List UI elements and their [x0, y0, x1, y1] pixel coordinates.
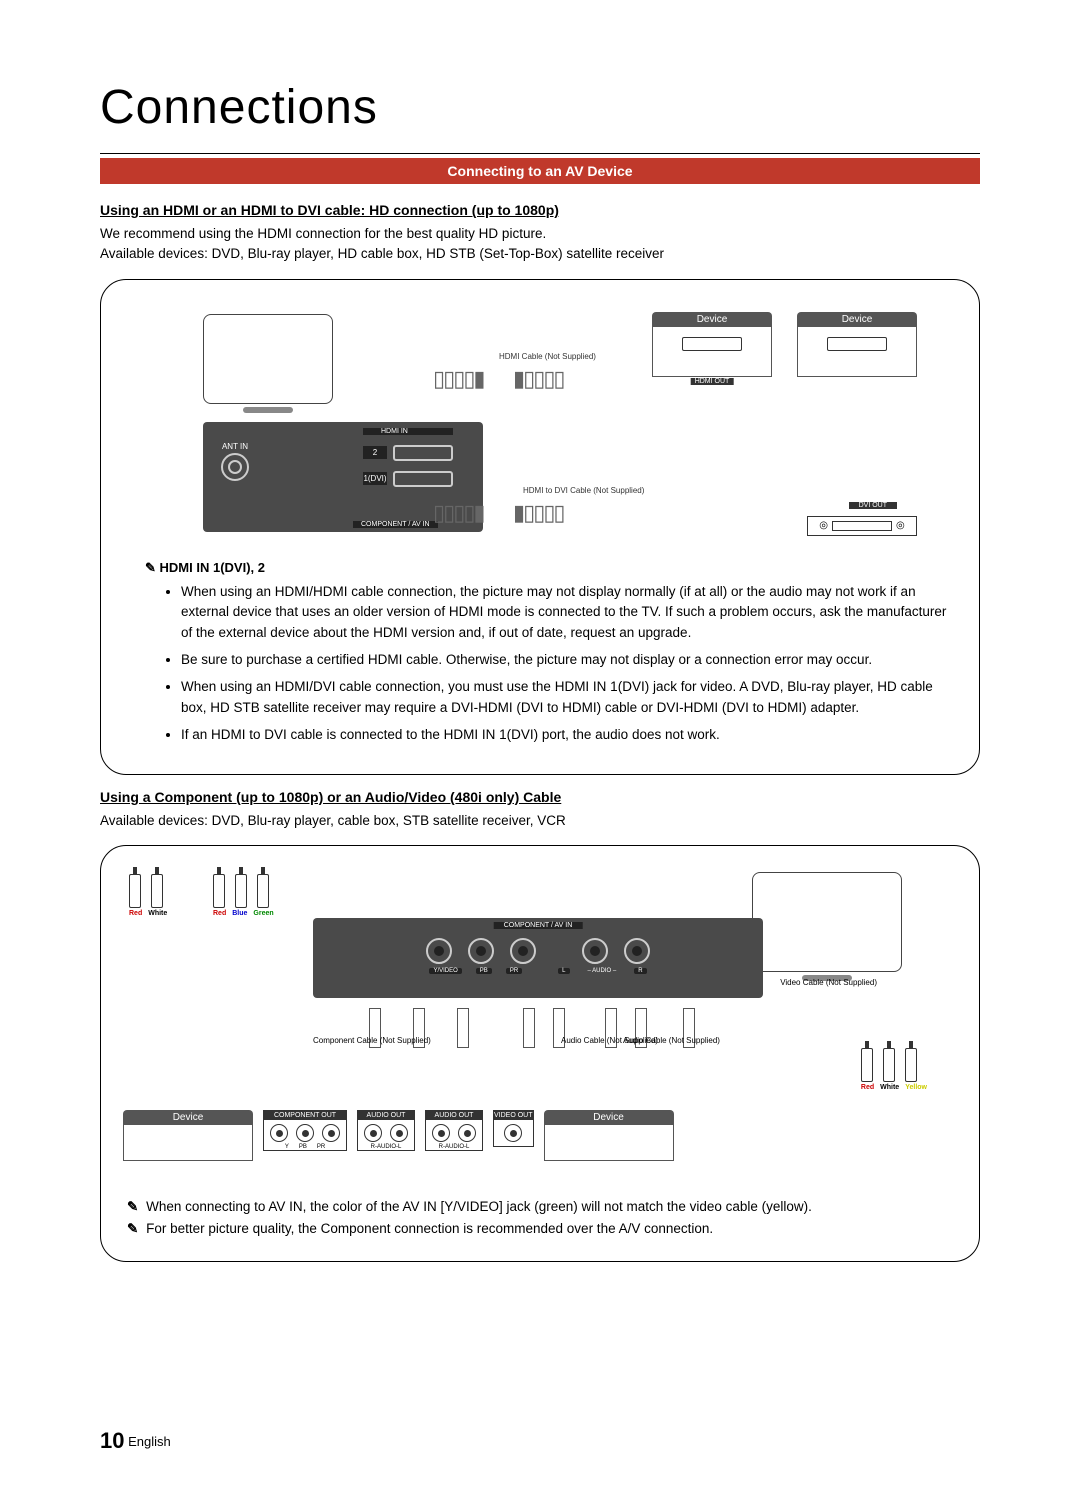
rca-label: Red [861, 1084, 874, 1091]
note-icon: ✎ [127, 1221, 138, 1236]
sub-label: PB [299, 1144, 307, 1150]
note-title-text: HDMI IN 1(DVI), 2 [160, 560, 265, 575]
hdmi-note-heading: ✎ HDMI IN 1(DVI), 2 [145, 560, 957, 576]
note-icon: ✎ [145, 560, 156, 575]
note-icon: ✎ [127, 1199, 138, 1214]
device-right: Device [544, 1110, 674, 1161]
video-cable-note: Video Cable (Not Supplied) [780, 978, 877, 987]
component-intro: Available devices: DVD, Blu-ray player, … [100, 811, 980, 831]
section-header: Connecting to an AV Device [100, 158, 980, 184]
cable-plug-icon [523, 1008, 535, 1048]
dvi-port [807, 516, 917, 536]
tv-icon [752, 872, 902, 972]
page-number: 10 [100, 1428, 124, 1453]
sub-label: Y [285, 1144, 289, 1150]
jack-label: L [558, 968, 569, 974]
bullet-item: If an HDMI to DVI cable is connected to … [181, 725, 957, 746]
connector-icon: ▯▯▯▯▮ [433, 366, 484, 392]
rca-group-component: Red Blue Green [213, 874, 274, 917]
device-header: Device [123, 1110, 253, 1125]
jack-label: PR [506, 968, 522, 974]
connector-icon: ▮▯▯▯▯ [513, 366, 564, 392]
hdmi-diagram: Device HDMI OUT Device DVI OUT ANT IN HD… [100, 279, 980, 775]
device-header: Device [797, 312, 917, 327]
rca-label: Blue [232, 910, 247, 917]
rca-label: Yellow [905, 1084, 927, 1091]
port-num-1: 1(DVI) [363, 472, 387, 485]
rca-group-audio: Red White [129, 874, 167, 917]
jack-label: Y/VIDEO [429, 968, 461, 974]
tv-back-panel-component: COMPONENT / AV IN Y/VIDEO PB PR L – AUDI… [313, 918, 763, 998]
note-text: For better picture quality, the Componen… [146, 1221, 713, 1236]
comp-avin-label: COMPONENT / AV IN [353, 521, 438, 528]
page-title: Connections [100, 80, 980, 135]
port-num-2: 2 [363, 446, 387, 459]
connector-icon: ▯▯▯▯▮ [433, 500, 484, 526]
device-header: Device [652, 312, 772, 327]
jack-label: R [634, 968, 646, 974]
hdmi-intro-2: Available devices: DVD, Blu-ray player, … [100, 244, 980, 264]
ant-in-port: ANT IN [221, 442, 249, 481]
sub-label: PR [317, 1144, 325, 1150]
hdmi-out-label: HDMI OUT [691, 378, 734, 385]
page-footer: 10 English [100, 1428, 171, 1454]
audio-out-block-2: AUDIO OUT R-AUDIO-L [425, 1110, 483, 1151]
hdmi-intro-1: We recommend using the HDMI connection f… [100, 224, 980, 244]
cable-plug-icon [457, 1008, 469, 1048]
device-box-1: Device HDMI OUT [652, 312, 772, 377]
rca-label: Red [213, 910, 226, 917]
jack-spacer [536, 968, 544, 974]
audio-out-block: AUDIO OUT R-AUDIO-L [357, 1110, 415, 1151]
component-diagram: Red White Red Blue Green Red White Yello… [100, 845, 980, 1262]
out-header: VIDEO OUT [494, 1111, 533, 1120]
comp-av-in-label: COMPONENT / AV IN [494, 922, 583, 929]
component-heading: Using a Component (up to 1080p) or an Au… [100, 789, 980, 805]
component-cable-note: Component Cable (Not Supplied) [313, 1036, 431, 1045]
hdmi-heading: Using an HDMI or an HDMI to DVI cable: H… [100, 202, 980, 218]
device-box-2: Device [797, 312, 917, 377]
out-header: AUDIO OUT [358, 1111, 414, 1120]
component-out-block: COMPONENT OUT Y PB PR [263, 1110, 347, 1151]
hdmi-in-label: HDMI IN [363, 428, 453, 435]
rca-label: Red [129, 910, 142, 917]
sub-label: R-AUDIO-L [371, 1144, 402, 1150]
out-header: COMPONENT OUT [264, 1111, 346, 1120]
hdmi-cable-label: HDMI Cable (Not Supplied) [499, 352, 596, 361]
rca-label: Green [253, 910, 273, 917]
rca-label: White [148, 910, 167, 917]
ant-in-label: ANT IN [221, 442, 249, 451]
rca-label: White [880, 1084, 899, 1091]
tv-icon [203, 314, 333, 404]
component-notes: ✎ When connecting to AV IN, the color of… [127, 1196, 957, 1239]
bullet-item: Be sure to purchase a certified HDMI cab… [181, 650, 957, 671]
jack-label: PB [476, 968, 492, 974]
title-rule [100, 153, 980, 154]
audio-cable-note: Audio Cable (Not Supplied) [623, 1036, 720, 1045]
video-out-block: VIDEO OUT [493, 1110, 534, 1147]
sub-label: R-AUDIO-L [439, 1144, 470, 1150]
jack-label: – AUDIO – [584, 968, 621, 974]
connector-icon: ▮▯▯▯▯ [513, 500, 564, 526]
device-left: Device [123, 1110, 253, 1161]
hdmi-bullets: When using an HDMI/HDMI cable connection… [181, 582, 957, 746]
note-text: When connecting to AV IN, the color of t… [146, 1199, 812, 1214]
dvi-out-label: DVI OUT [849, 502, 897, 509]
hdmi-dvi-cable-label: HDMI to DVI Cable (Not Supplied) [523, 486, 644, 495]
hdmi-in-ports: HDMI IN 2 1(DVI) [363, 428, 453, 487]
bullet-item: When using an HDMI/HDMI cable connection… [181, 582, 957, 645]
bullet-item: When using an HDMI/DVI cable connection,… [181, 677, 957, 719]
out-header: AUDIO OUT [426, 1111, 482, 1120]
device-header: Device [544, 1110, 674, 1125]
page-language: English [128, 1434, 171, 1449]
output-row: Device COMPONENT OUT Y PB PR AUDIO OUT R… [123, 1110, 957, 1161]
rca-group-av: Red White Yellow [861, 1048, 927, 1091]
